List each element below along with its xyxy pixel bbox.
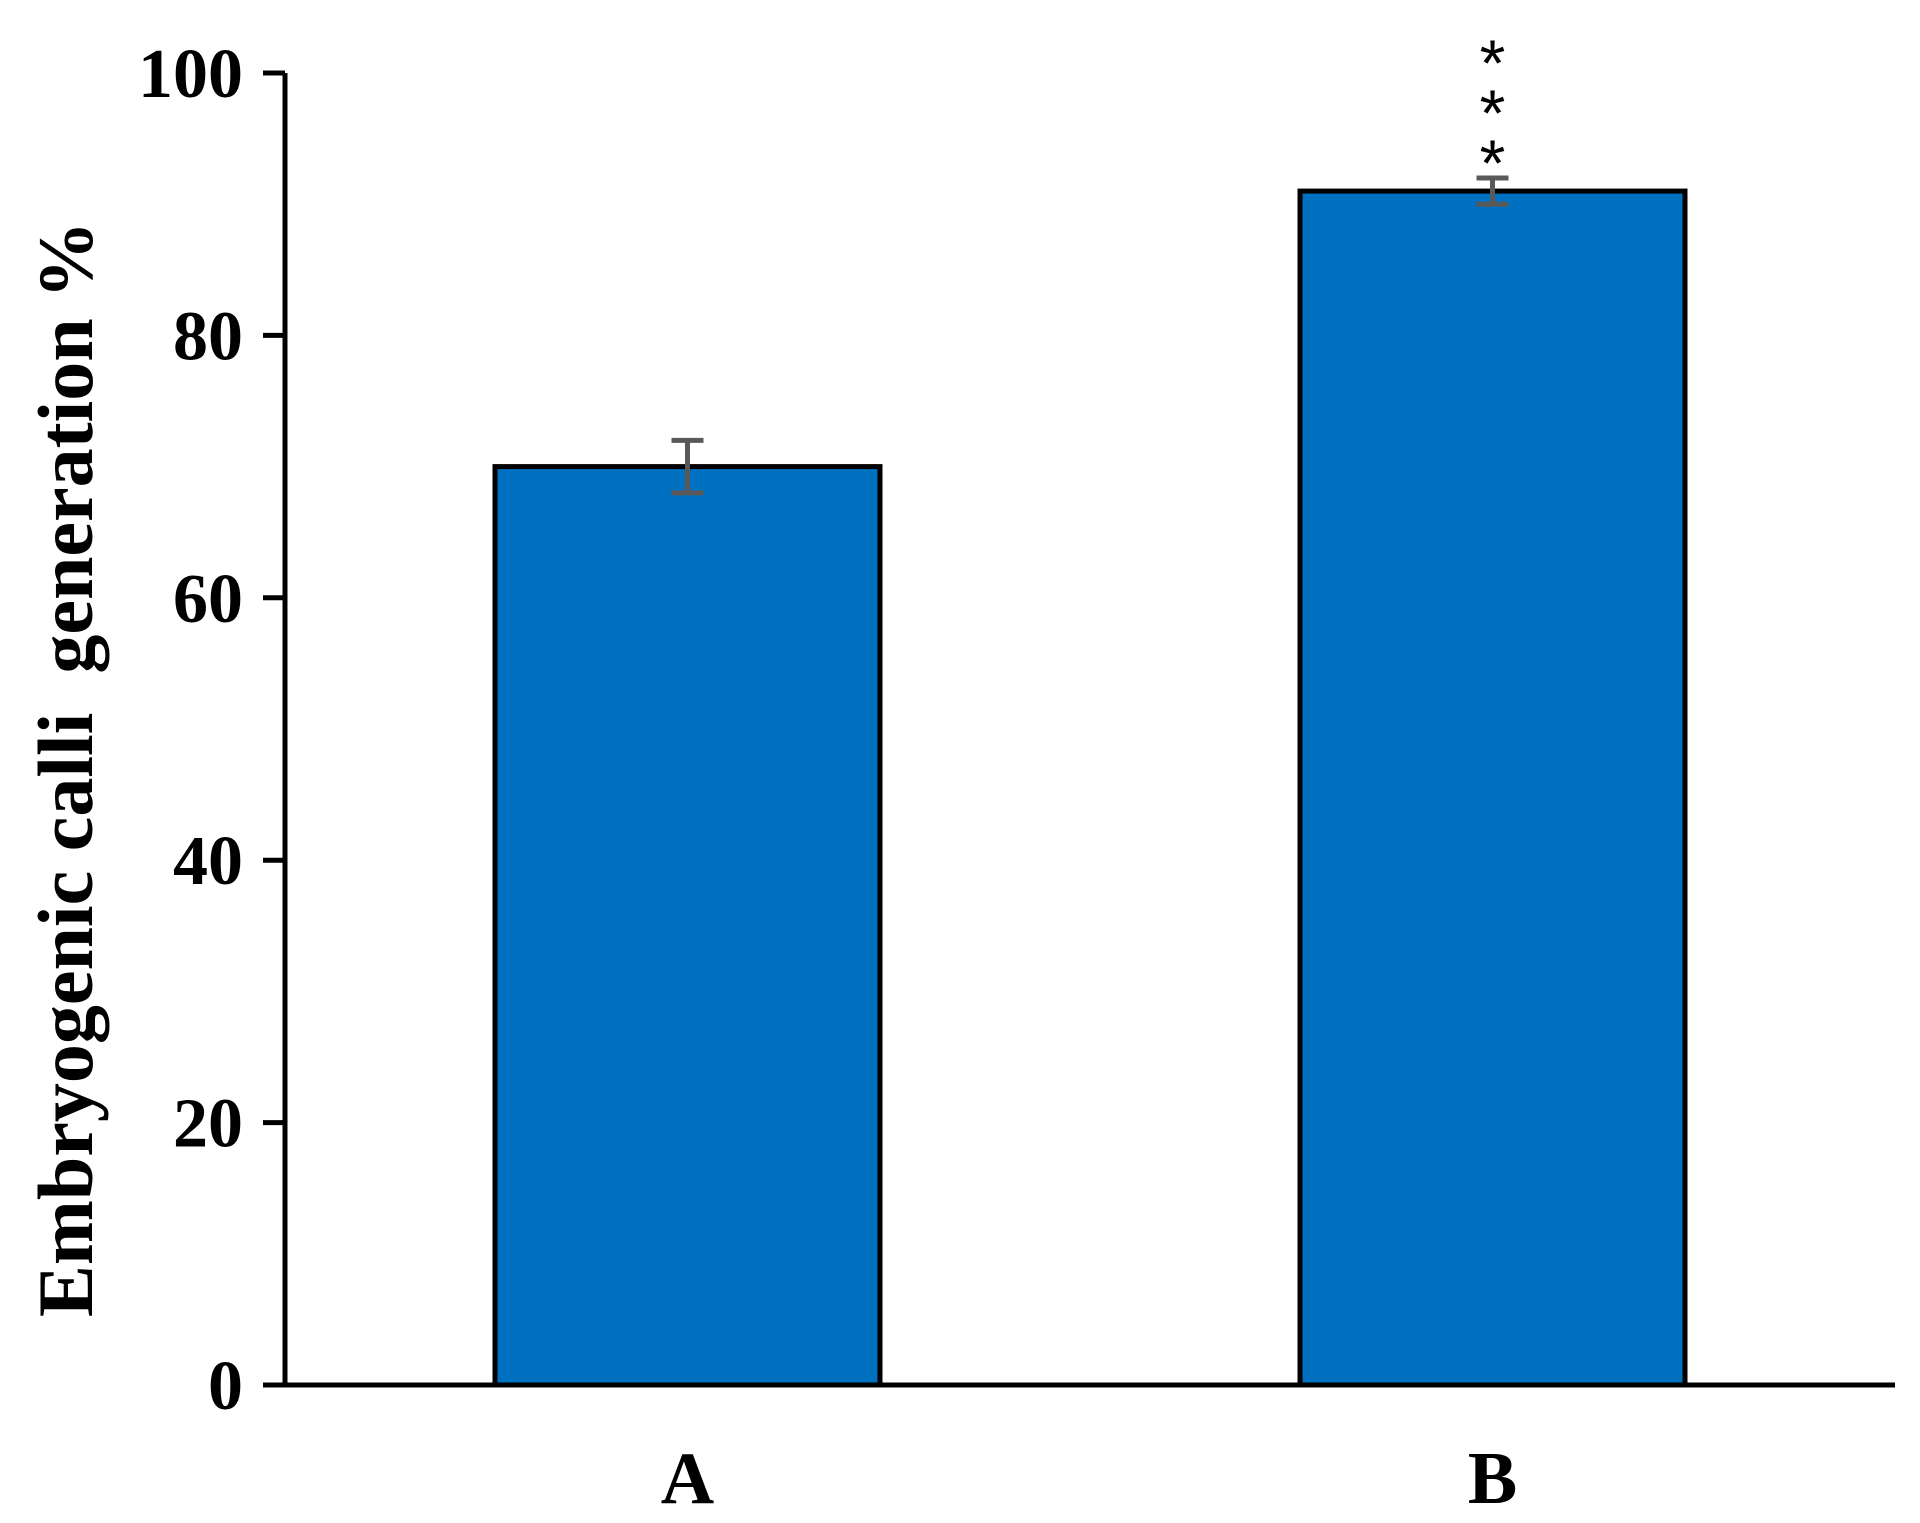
significance-marker: *: [1480, 26, 1506, 100]
bars-layer: [492, 188, 1688, 1388]
y-axis-title: Embryogenic calli generation %: [22, 221, 109, 1317]
y-tick-label: 60: [173, 561, 243, 638]
y-tick-label: 20: [173, 1086, 243, 1163]
y-tick-label: 80: [173, 298, 243, 375]
bar-B: [1297, 188, 1688, 1388]
error-bars-layer: [671, 175, 1509, 496]
annotations-layer: ***: [1480, 26, 1506, 200]
bar-A: [492, 464, 883, 1388]
axes-layer: [263, 73, 1895, 1388]
significance-marker: *: [1480, 126, 1506, 200]
y-tick-label: 100: [138, 36, 243, 113]
x-category-label: A: [661, 1438, 714, 1520]
y-tick-label: 0: [208, 1348, 243, 1425]
x-category-label: B: [1468, 1438, 1517, 1520]
y-ticks-layer: 0 20 40 60 80 100: [138, 36, 285, 1425]
y-tick-label: 40: [173, 823, 243, 900]
significance-marker: *: [1480, 76, 1506, 150]
